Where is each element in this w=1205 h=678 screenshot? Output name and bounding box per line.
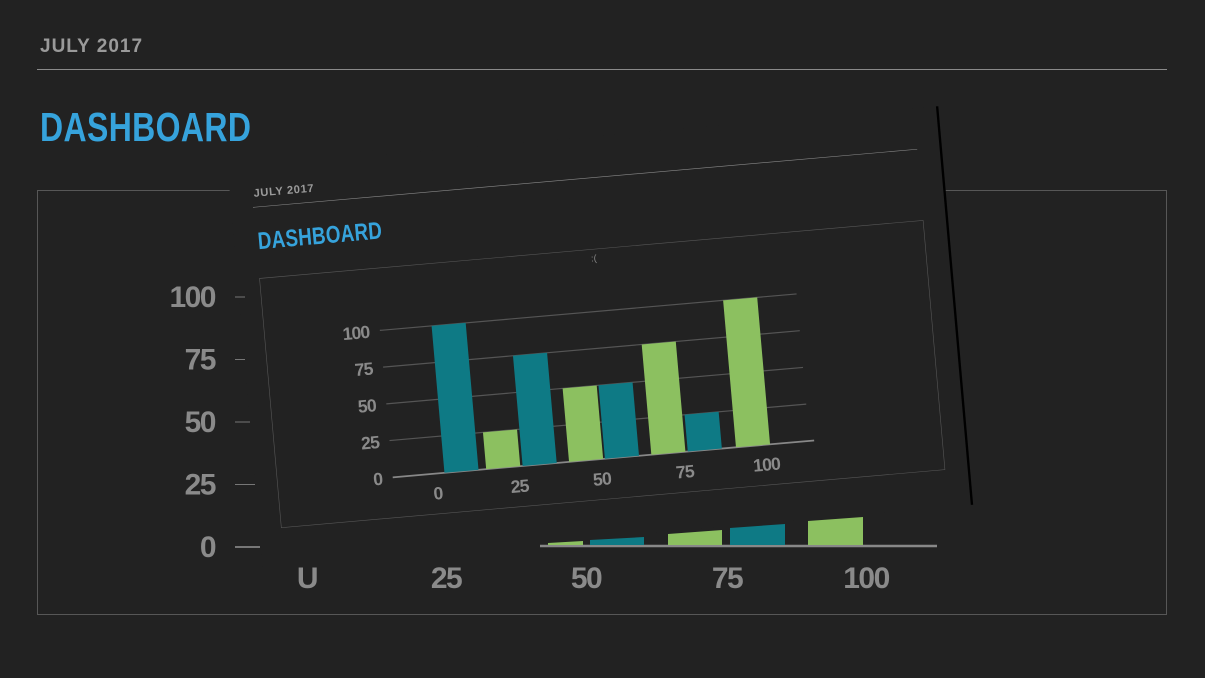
x-tick-label: 25 [510, 475, 531, 497]
header-divider [37, 69, 1167, 70]
x-tick-label: 100 [843, 562, 889, 595]
bar-fragment [808, 517, 863, 545]
bar-fragment [590, 537, 644, 545]
y-tick-label: 50 [357, 395, 378, 417]
inner-bar-chart: 0 25 50 75 100 0 25 50 75 100 [342, 293, 815, 504]
bar [723, 297, 771, 448]
y-tick-label: 100 [342, 322, 372, 344]
x-tick-label: 100 [752, 453, 782, 475]
bar-fragment [668, 530, 722, 545]
y-tick-label: 0 [200, 531, 216, 564]
x-tick-label: U [297, 562, 317, 595]
bar [598, 382, 639, 459]
y-tick-label: 100 [169, 281, 215, 314]
x-tick-label: 25 [431, 562, 462, 595]
bar [512, 352, 557, 466]
bar-fragment [548, 541, 583, 545]
bar [562, 385, 604, 462]
bar [641, 341, 686, 455]
x-tick-label: 75 [675, 461, 696, 483]
x-tick-label: 50 [571, 562, 602, 595]
slide-date: JULY 2017 [40, 36, 144, 57]
y-tick-label: 25 [185, 469, 216, 502]
bar [482, 429, 521, 470]
inner-slide-screenshot: JULY 2017 DASHBOARD :( 0 25 50 75 100 0 25 50 75… [227, 106, 974, 567]
x-tick-label: 0 [433, 483, 445, 504]
bar [431, 322, 479, 473]
x-tick-label: 75 [712, 562, 743, 595]
y-tick-label: 25 [360, 432, 381, 454]
page-title: DASHBOARD [40, 104, 252, 150]
y-tick-label: 75 [185, 344, 216, 377]
x-tick-label: 50 [592, 468, 613, 490]
y-tick-label: 0 [372, 469, 384, 490]
bar-fragment [730, 524, 785, 545]
y-tick-label: 75 [354, 358, 375, 380]
bar [684, 411, 722, 452]
y-tick-label: 50 [185, 406, 216, 439]
